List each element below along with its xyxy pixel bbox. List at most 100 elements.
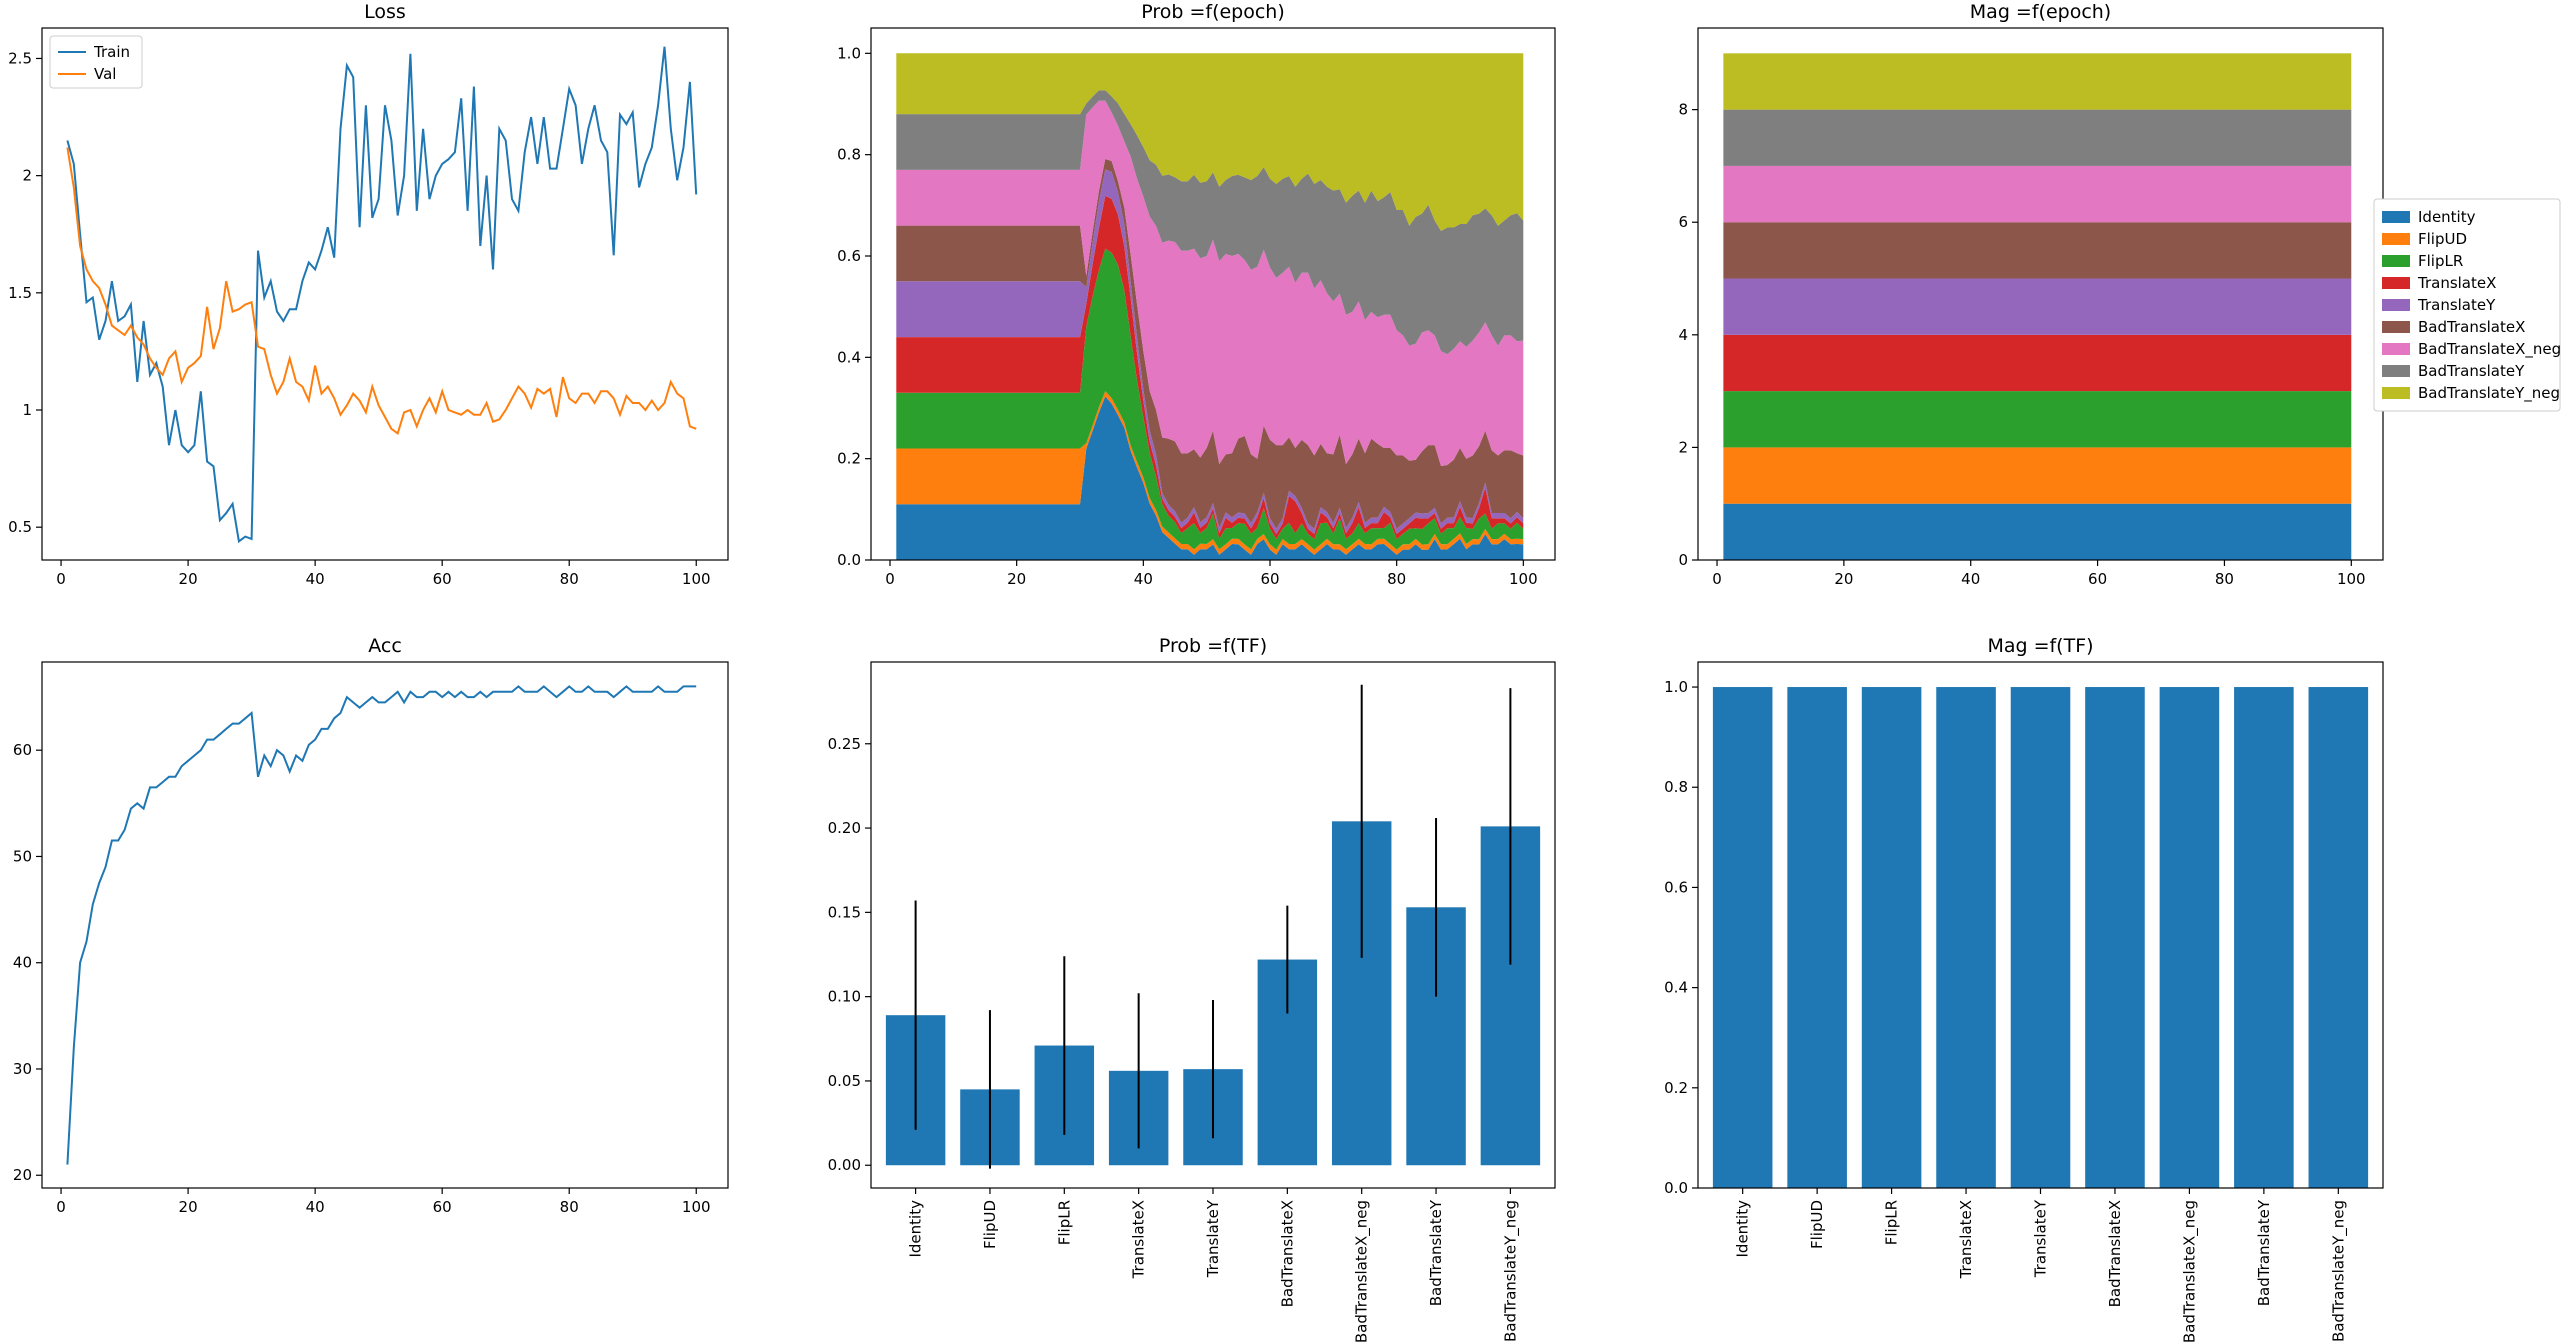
y-tick-label: 60 <box>13 741 32 759</box>
chart-mag-tf: Mag =f(TF) Identity FlipUD FlipLR TranslateX… <box>1664 635 2384 1342</box>
x-tick-label: 80 <box>2215 570 2234 588</box>
x-tick-label: 0 <box>885 570 895 588</box>
legend-box <box>2373 198 2561 412</box>
y-tick-label: 0.05 <box>828 1072 861 1090</box>
chart-title: Prob =f(TF) <box>1159 635 1267 657</box>
x-tick-label: BadTranslateY_neg <box>1501 1200 1520 1342</box>
band-badtranslatey-neg <box>1723 53 2352 110</box>
x-tick-label: BadTranslateY <box>2255 1199 2273 1306</box>
bar-badtranslatey-neg <box>2308 687 2369 1188</box>
series-line-train <box>66 46 698 544</box>
y-tick-label: 30 <box>13 1060 32 1078</box>
band-badtranslatey <box>1723 109 2352 166</box>
legend-label: TranslateX <box>2417 274 2496 292</box>
y-tick-label: 2 <box>22 167 32 185</box>
y-tick-label: 4 <box>1678 326 1688 344</box>
legend-label: BadTranslateY_neg <box>2418 384 2560 403</box>
x-tick-label: 40 <box>306 570 325 588</box>
bar-badtranslatex-neg <box>2159 687 2220 1188</box>
legend-swatch <box>2382 343 2410 355</box>
bar-fliplr <box>1861 687 1922 1188</box>
y-tick-label: 0.4 <box>1664 979 1688 997</box>
x-tick-label: 60 <box>433 570 452 588</box>
x-tick-label: Identity <box>1734 1200 1752 1258</box>
x-tick-label: 0 <box>56 570 66 588</box>
band-translatex <box>1723 334 2352 392</box>
legend-label: Val <box>94 65 116 83</box>
bar-identity <box>1712 687 1773 1188</box>
x-tick-label: BadTranslateY_neg <box>2329 1200 2348 1342</box>
x-tick-label: BadTranslateY <box>1427 1199 1445 1306</box>
chart-acc: Acc 20 30 40 50 60 0 20 40 60 80 100 <box>13 635 729 1216</box>
y-tick-label: 0.25 <box>828 735 861 753</box>
x-tick-label: BadTranslateX_neg <box>1353 1200 1372 1342</box>
y-tick-label: 0.0 <box>1664 1179 1688 1197</box>
x-tick-label: 60 <box>433 1198 452 1216</box>
x-tick-label: TranslateY <box>1204 1199 1222 1278</box>
y-tick-label: 0.0 <box>837 551 861 569</box>
x-tick-label: 80 <box>560 570 579 588</box>
axes-frame <box>41 27 729 561</box>
bar-flipud <box>1787 687 1847 1188</box>
y-tick-label: 2.5 <box>8 49 32 67</box>
y-tick-label: 50 <box>13 847 32 865</box>
y-tick-label: 0.6 <box>837 247 861 265</box>
y-tick-label: 8 <box>1678 101 1688 119</box>
y-tick-label: 40 <box>13 954 32 972</box>
axes-frame <box>1697 661 2384 1189</box>
band-translatey <box>1723 278 2352 335</box>
band-badtranslatex <box>1723 222 2352 279</box>
bar-translatex <box>1936 687 1996 1188</box>
area-flipud <box>896 391 1524 555</box>
series-line-acc <box>66 685 697 1165</box>
axes-frame <box>870 27 1556 561</box>
x-tick-label: 80 <box>1387 570 1406 588</box>
x-tick-label: 40 <box>1961 570 1980 588</box>
x-tick-label: FlipLR <box>1883 1200 1901 1245</box>
y-tick-label: 0.5 <box>8 518 32 536</box>
band-badtranslatex-neg <box>1723 165 2352 223</box>
x-tick-label: 20 <box>1007 570 1026 588</box>
y-tick-label: 1 <box>22 401 32 419</box>
y-tick-label: 0.2 <box>1664 1079 1688 1097</box>
legend-label: Identity <box>2418 208 2476 226</box>
axes-frame <box>41 661 729 1189</box>
band-identity <box>1723 503 2352 560</box>
x-tick-label: 40 <box>306 1198 325 1216</box>
legend-swatch <box>2382 299 2410 311</box>
legend-swatch <box>2382 321 2410 333</box>
x-tick-label: FlipUD <box>1808 1200 1826 1249</box>
band-fliplr <box>1723 391 2352 448</box>
x-tick-label: 100 <box>1509 570 1538 588</box>
band-flipud <box>1723 447 2352 504</box>
bar-badtranslatex <box>2085 687 2145 1188</box>
x-tick-label: 0 <box>1712 570 1722 588</box>
x-tick-label: 60 <box>1260 570 1279 588</box>
legend-swatch <box>2382 211 2410 223</box>
y-tick-label: 1.0 <box>837 44 861 62</box>
x-tick-label: TranslateX <box>1957 1200 1975 1279</box>
legend: Identity FlipUD FlipLR TranslateX TranslateY… <box>2373 198 2561 412</box>
legend: Train Val <box>49 35 143 89</box>
legend-swatch <box>2382 277 2410 289</box>
x-tick-label: 100 <box>2337 570 2366 588</box>
legend-label: FlipLR <box>2418 252 2463 270</box>
chart-title: Acc <box>368 635 402 657</box>
area-translatex <box>896 195 1524 540</box>
y-tick-label: 20 <box>13 1166 32 1184</box>
x-tick-label: FlipLR <box>1055 1200 1073 1245</box>
x-tick-label: Identity <box>907 1200 925 1258</box>
legend-label: BadTranslateX_neg <box>2418 340 2561 359</box>
y-tick-label: 0.20 <box>828 819 861 837</box>
x-tick-label: 40 <box>1134 570 1153 588</box>
x-tick-label: 20 <box>1834 570 1853 588</box>
x-tick-label: 60 <box>2088 570 2107 588</box>
chart-title: Mag =f(epoch) <box>1970 1 2111 23</box>
x-tick-label: BadTranslateX <box>2106 1200 2124 1307</box>
area-badtranslatey-neg <box>896 53 1524 231</box>
x-tick-label: FlipUD <box>981 1200 999 1249</box>
chart-prob-epoch: Prob =f(epoch) 0.0 0.2 0.4 0.6 0.8 1.0 0 20 40 60 8… <box>837 1 1556 588</box>
legend-swatch <box>2382 255 2410 267</box>
y-tick-label: 0.4 <box>837 348 861 366</box>
